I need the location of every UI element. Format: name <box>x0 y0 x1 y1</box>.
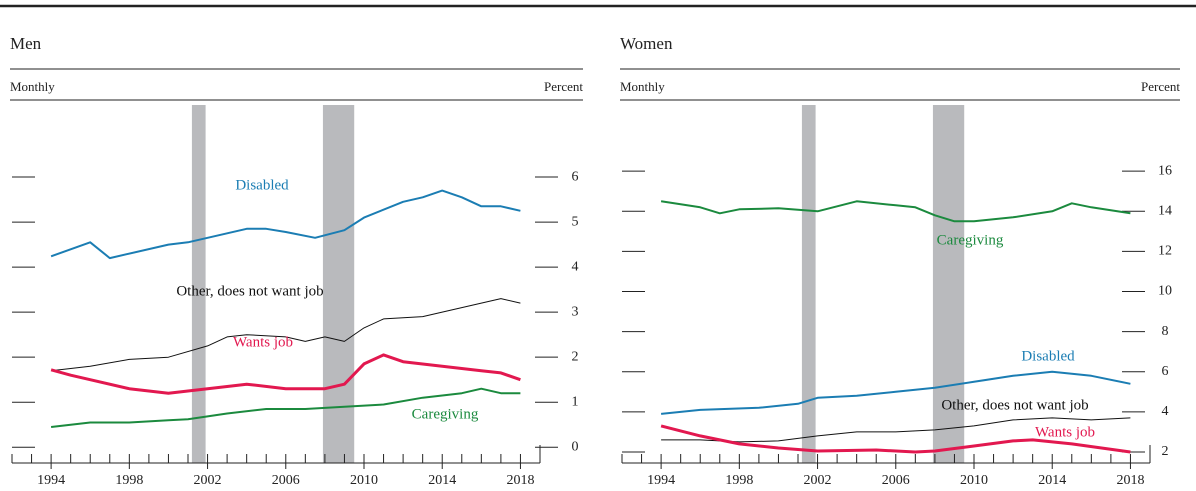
y-label-left: Monthly <box>10 79 55 94</box>
y-tick-label: 3 <box>572 304 579 319</box>
x-tick-label: 1994 <box>37 473 65 488</box>
recession-band <box>322 105 355 463</box>
series-label: Wants job <box>1035 424 1095 440</box>
recession-band <box>932 105 965 463</box>
y-tick-label: 16 <box>1158 163 1172 178</box>
x-tick-label: 1994 <box>647 473 675 488</box>
x-tick-label: 2018 <box>506 473 534 488</box>
recession-band <box>801 105 816 463</box>
y-tick-label: 2 <box>1162 444 1169 459</box>
x-tick-label: 2010 <box>960 473 988 488</box>
series-label: Other, does not want job <box>941 397 1088 413</box>
y-tick-label: 0 <box>572 439 579 454</box>
series-line <box>660 200 1131 223</box>
y-tick-label: 4 <box>572 259 579 274</box>
series-line <box>661 417 1131 443</box>
x-tick-label: 2002 <box>804 473 832 488</box>
series-label: Disabled <box>1021 348 1075 364</box>
y-tick-label: 4 <box>1162 404 1169 419</box>
series-label: Wants job <box>233 334 293 350</box>
y-label-right: Percent <box>544 79 583 94</box>
panel-title: Women <box>620 34 673 53</box>
y-tick-label: 2 <box>572 349 579 364</box>
series-line <box>50 387 521 428</box>
series-label: Caregiving <box>412 406 479 422</box>
y-tick-label: 1 <box>572 394 579 409</box>
y-tick-label: 12 <box>1158 244 1172 259</box>
recession-band <box>191 105 206 463</box>
x-tick-label: 2014 <box>428 473 456 488</box>
x-tick-label: 2014 <box>1038 473 1066 488</box>
series-line <box>50 353 521 395</box>
series-label: Other, does not want job <box>176 283 323 299</box>
series-label: Caregiving <box>937 232 1004 248</box>
y-tick-label: 14 <box>1158 204 1172 219</box>
x-tick-label: 1998 <box>725 473 753 488</box>
panel-title: Men <box>10 34 42 53</box>
y-tick-label: 6 <box>1162 364 1169 379</box>
x-tick-label: 2002 <box>194 473 222 488</box>
y-tick-label: 8 <box>1162 324 1169 339</box>
x-tick-label: 1998 <box>115 473 143 488</box>
x-tick-label: 2010 <box>350 473 378 488</box>
x-tick-label: 2018 <box>1116 473 1144 488</box>
x-tick-label: 2006 <box>882 473 910 488</box>
series-line <box>660 370 1131 415</box>
series-line <box>51 298 521 372</box>
series-line <box>660 424 1131 454</box>
y-tick-label: 6 <box>572 169 579 184</box>
series-line <box>50 189 521 260</box>
y-label-right: Percent <box>1141 79 1180 94</box>
y-label-left: Monthly <box>620 79 665 94</box>
x-tick-label: 2006 <box>272 473 300 488</box>
y-tick-label: 5 <box>572 214 579 229</box>
series-label: Disabled <box>235 177 289 193</box>
y-tick-label: 10 <box>1158 284 1172 299</box>
